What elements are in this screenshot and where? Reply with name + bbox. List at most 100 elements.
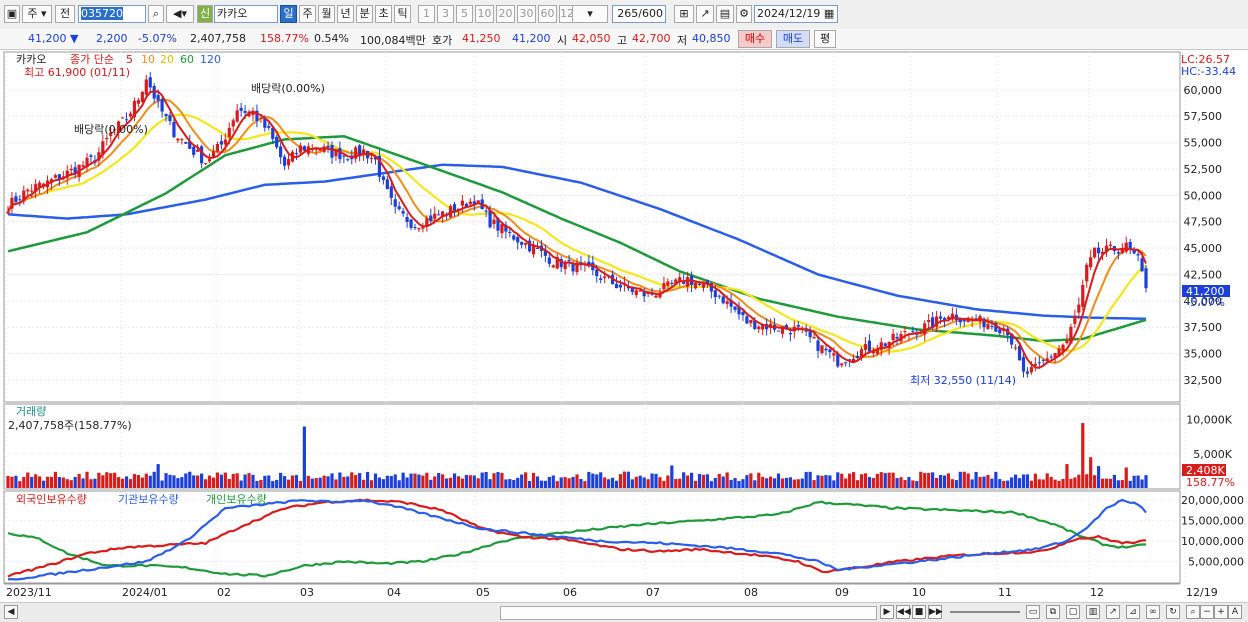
interval-tab[interactable]: 5: [456, 5, 473, 23]
low-price: 40,850: [692, 32, 731, 45]
stock-code-input[interactable]: 035720: [78, 5, 146, 23]
volume-bar: [267, 475, 271, 488]
count-field[interactable]: 265/600: [612, 5, 666, 23]
interval-tab[interactable]: 3: [437, 5, 454, 23]
period-tab[interactable]: 주: [299, 5, 316, 23]
eval-button[interactable]: 평: [814, 30, 836, 48]
scroll-right-icon[interactable]: ▶: [880, 605, 894, 619]
price-panel: [3, 51, 1181, 403]
stock-chart[interactable]: 60,000 57,500 55,000 52,500 50,000 47,500 45,0…: [0, 50, 1248, 605]
volume-bar: [132, 474, 137, 488]
interval-dropdown[interactable]: ▾: [572, 5, 608, 23]
candle-body: [1100, 251, 1105, 255]
volume-bar: [464, 474, 468, 488]
trend-icon[interactable]: ↗: [1106, 605, 1120, 619]
period-tab[interactable]: 분: [356, 5, 373, 23]
search-icon[interactable]: ⌕: [148, 5, 164, 23]
volume-bar: [535, 476, 540, 488]
rewind-icon[interactable]: ◀◀: [896, 605, 911, 619]
candle-body: [1061, 344, 1065, 352]
sell-button[interactable]: 매도: [776, 30, 810, 48]
forward-icon[interactable]: ▶▶: [928, 605, 943, 619]
interval-tab[interactable]: 1: [418, 5, 435, 23]
volume-bar: [626, 471, 630, 488]
period-tab[interactable]: 초: [375, 5, 392, 23]
copy-icon[interactable]: ⧉: [1046, 605, 1060, 619]
gear-icon[interactable]: ⚙: [736, 5, 752, 23]
date-field[interactable]: 2024/12/19 ▦: [754, 5, 838, 23]
holdings-indiv-line: [7, 500, 1146, 578]
interval-tab[interactable]: 10: [475, 5, 494, 23]
text-size-icon[interactable]: A: [1228, 605, 1242, 619]
candle-body: [1144, 268, 1148, 289]
save-icon[interactable]: ▤: [716, 5, 734, 23]
indicator-icon[interactable]: ⊞: [674, 5, 694, 23]
calendar-icon[interactable]: ▦: [823, 7, 835, 20]
layout-icon[interactable]: ▭: [1026, 605, 1040, 619]
volume-bar: [931, 472, 935, 488]
volume-bar: [666, 475, 670, 488]
interval-tab[interactable]: 60: [538, 5, 557, 23]
volume-bar: [824, 475, 828, 488]
zoom-out-icon[interactable]: −: [1200, 605, 1214, 619]
volume-title: 거래량: [16, 405, 46, 418]
scroll-thumb[interactable]: [500, 606, 877, 620]
sound-icon[interactable]: ◀▾: [166, 5, 194, 23]
zoom-slider[interactable]: [950, 611, 1020, 613]
candle-body: [1010, 333, 1014, 345]
volume-bar: [77, 473, 81, 488]
period-tab[interactable]: 틱: [394, 5, 411, 23]
volume-bar: [231, 473, 235, 488]
window-icon[interactable]: ▢: [1066, 605, 1080, 619]
candle-body: [460, 200, 465, 206]
volume-bar: [409, 473, 413, 488]
interval-tab[interactable]: 20: [496, 5, 515, 23]
volume-readout: 2,407,758주(158.77%): [8, 419, 132, 432]
buy-button[interactable]: 매수: [738, 30, 772, 48]
volume-bar: [369, 480, 374, 488]
refresh-icon[interactable]: ↻: [1166, 605, 1180, 619]
period-tab[interactable]: 일: [280, 5, 297, 23]
search-zoom-icon[interactable]: ⌕: [1186, 605, 1200, 619]
ma-polyline: [7, 90, 1147, 369]
volume-bar: [832, 480, 836, 488]
candle-body: [618, 284, 623, 288]
candle-body: [1140, 258, 1144, 272]
prev-button[interactable]: 전: [55, 5, 75, 23]
volume-bar: [543, 480, 547, 488]
candle-body: [207, 159, 212, 162]
volume-bar: [555, 481, 559, 488]
scroll-bar[interactable]: ◀ ▶ ◀◀ ■ ▶▶ ▭ ⧉ ▢ ▥ ↗ ⊿ ∞ ↻ ⌕ − + A: [0, 602, 1248, 622]
volume-bar: [527, 480, 532, 488]
holdings-lines: [7, 498, 1147, 581]
volume-bar: [812, 480, 816, 488]
volume-bar: [314, 478, 318, 488]
price-change: 2,200: [96, 32, 128, 45]
volume-bar: [1069, 478, 1073, 488]
candle-body: [1029, 367, 1034, 373]
split-icon[interactable]: ▥: [1086, 605, 1100, 619]
volume-bar: [342, 476, 346, 488]
stop-icon[interactable]: ■: [912, 605, 926, 619]
volume-bar: [776, 473, 781, 488]
candle-body: [828, 349, 832, 353]
candle-body: [377, 155, 382, 177]
period-tab[interactable]: 년: [337, 5, 354, 23]
candle-body: [780, 326, 785, 334]
interval-tab[interactable]: 30: [517, 5, 536, 23]
dividend-annotation-1: 배당락(0.00%): [74, 123, 148, 136]
volume-bar: [1061, 478, 1065, 488]
scroll-left-icon[interactable]: ◀: [4, 605, 18, 619]
period-tab[interactable]: 월: [318, 5, 335, 23]
period-type-select[interactable]: 주 ▾: [22, 5, 52, 23]
stock-name-field[interactable]: 카카오: [214, 5, 278, 23]
candle-body: [662, 283, 666, 290]
zoom-in-icon[interactable]: +: [1214, 605, 1228, 619]
volume-bar: [14, 475, 18, 488]
tools-icon[interactable]: ↗: [696, 5, 714, 23]
chart-menu-icon[interactable]: ▣: [4, 5, 20, 23]
candle-body: [812, 337, 816, 339]
ruler-icon[interactable]: ⊿: [1126, 605, 1140, 619]
chain-icon[interactable]: ∞: [1146, 605, 1160, 619]
volume-bar: [219, 474, 223, 488]
